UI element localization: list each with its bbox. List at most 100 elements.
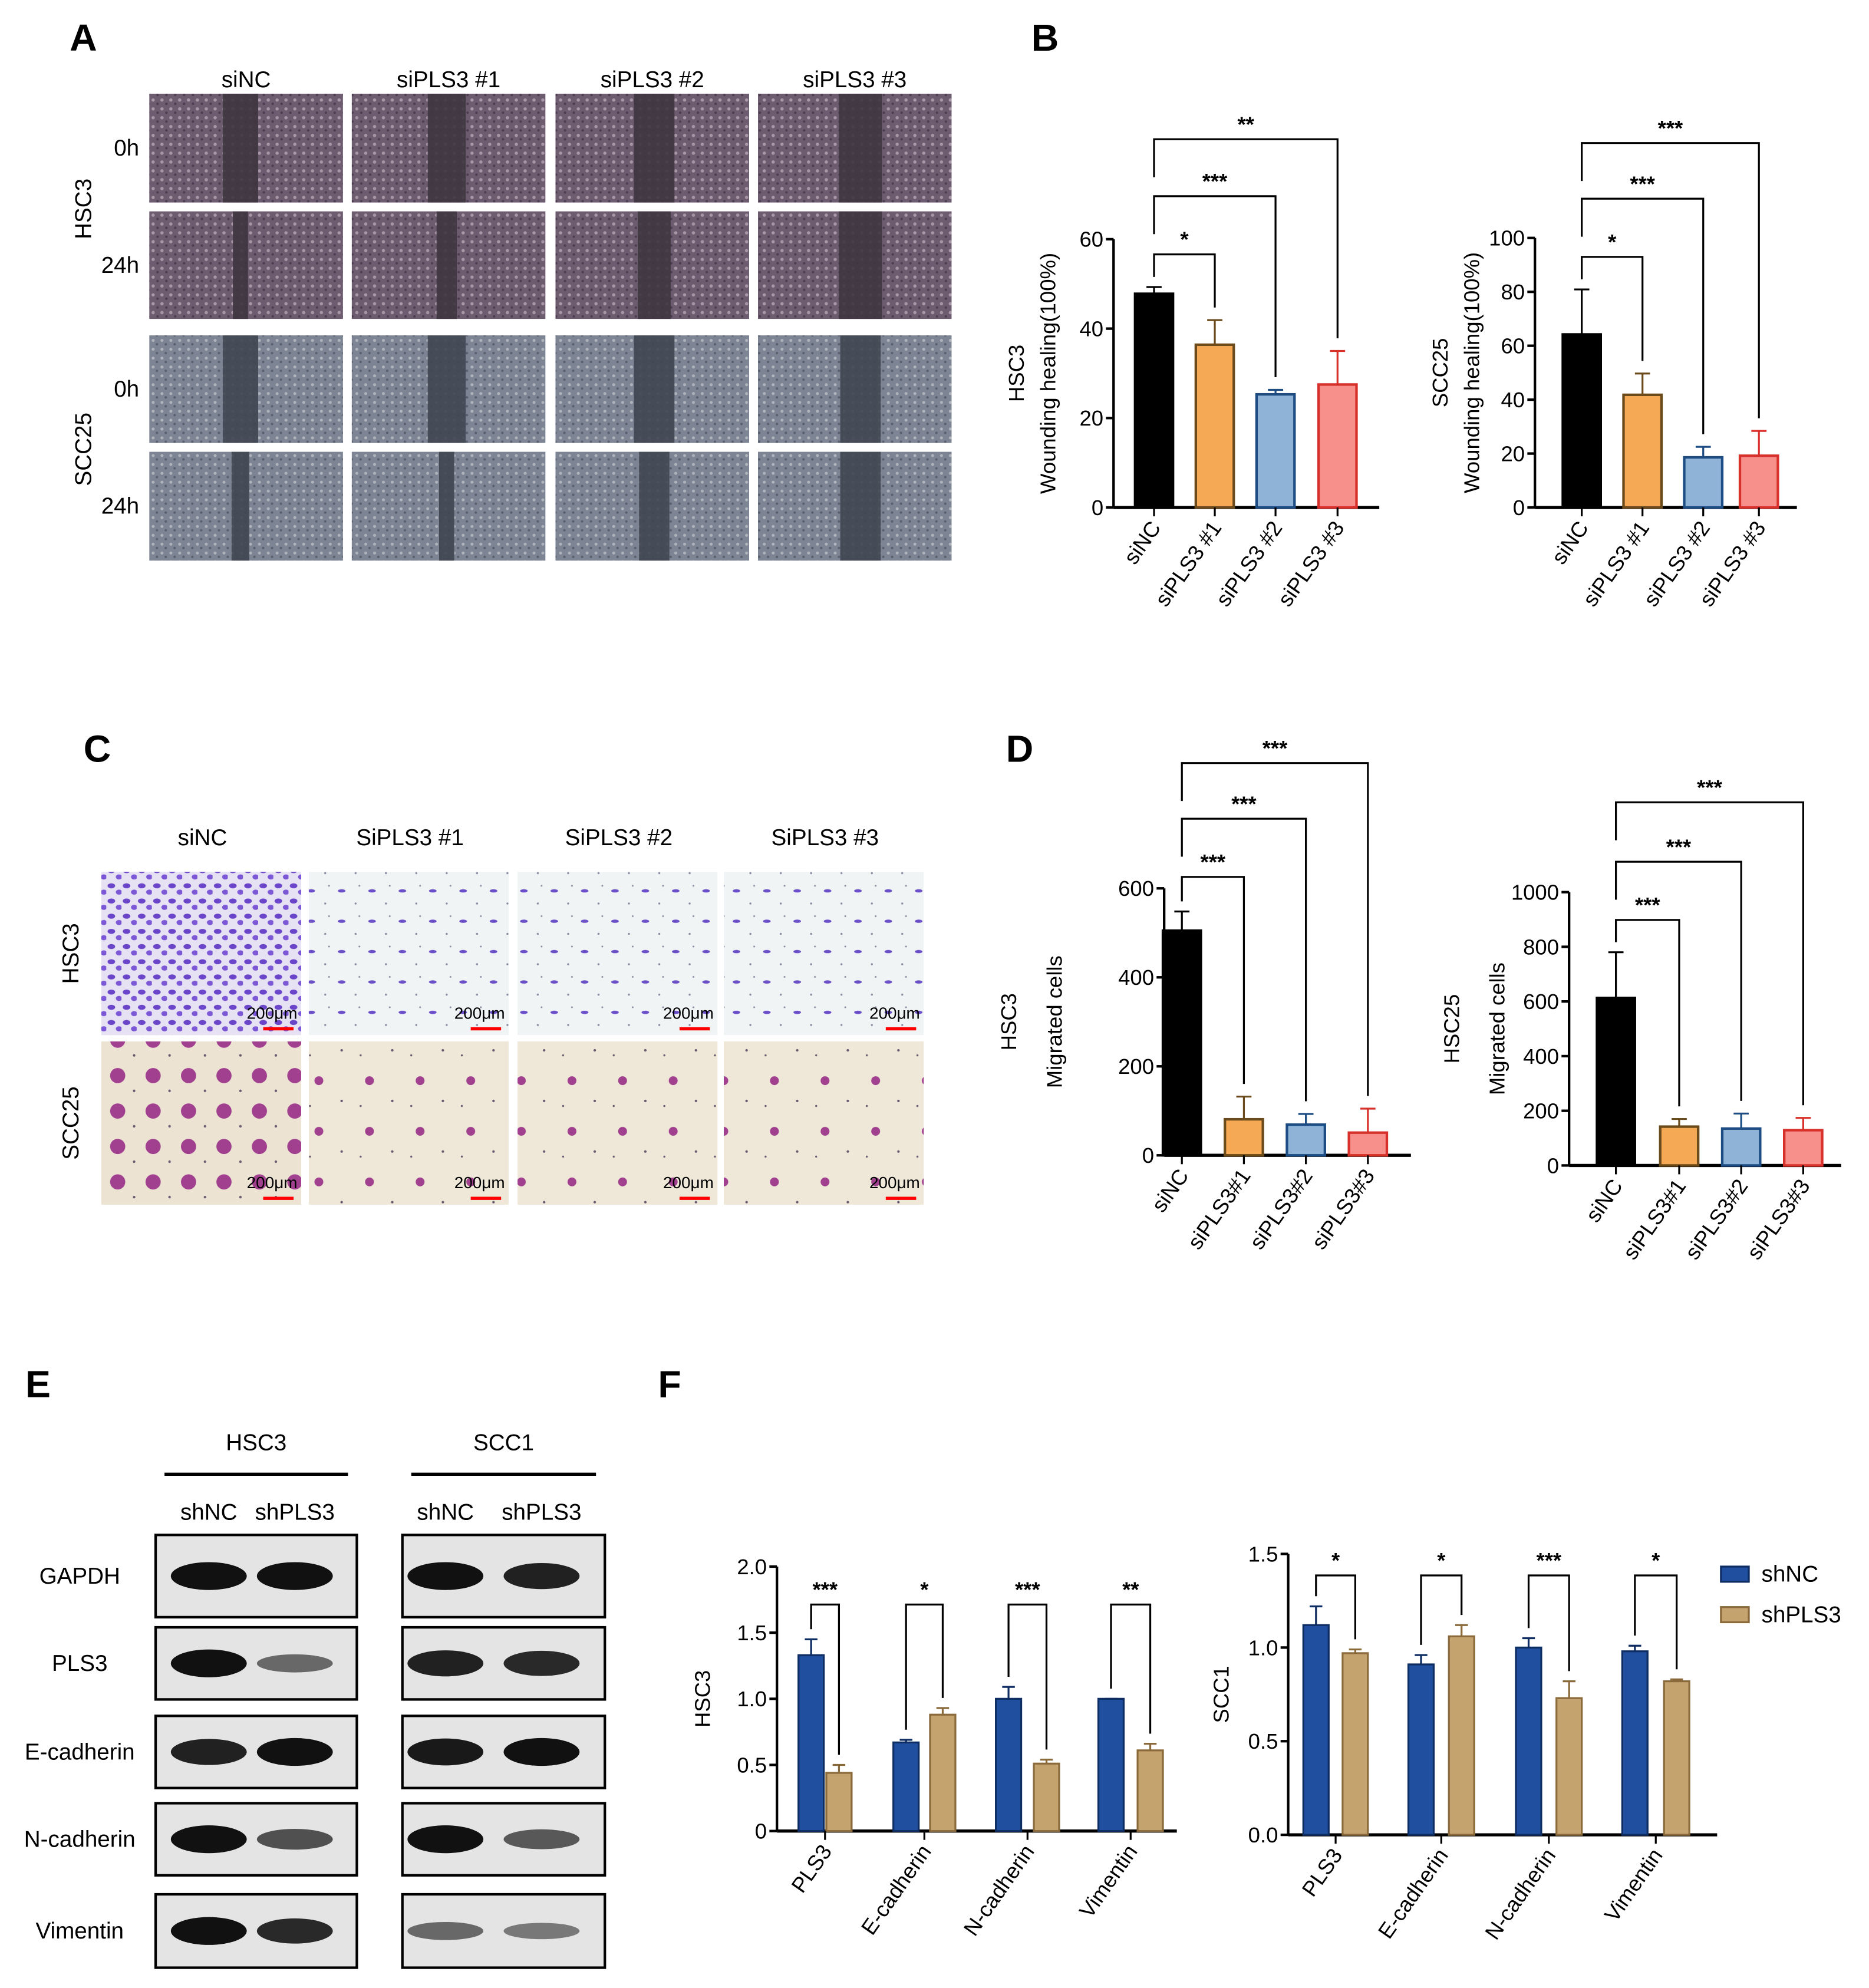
x-tick-label: PLS3 [1297,1844,1347,1901]
bar [1720,1127,1762,1167]
bar [1161,929,1202,1157]
micrograph [724,872,924,1036]
significance-label: *** [1202,169,1228,193]
y-tick-label: 1.5 [1248,1542,1278,1566]
micrograph [517,872,718,1036]
wound-gap [840,451,881,561]
x-tick-label: E-cadherin [1373,1844,1453,1943]
y-tick-label: 40 [1501,388,1525,412]
wound-gap [634,335,675,443]
bar [1683,456,1724,509]
significance-bracket [1153,195,1277,378]
protein-band [503,1738,580,1766]
significance-label: *** [1015,1578,1040,1602]
protein-band [170,1917,247,1945]
significance-label: * [1331,1548,1340,1572]
bar [1659,1125,1700,1167]
bar-shPLS3 [929,1713,957,1832]
y-tick-label: 60 [1080,228,1104,252]
x-tick-label: E-cadherin [856,1840,936,1939]
bar-shNC [1621,1650,1649,1836]
panel-c-transwell-images: siNC SiPLS3 #1 SiPLS3 #2 SiPLS3 #3 200μm 200μ… [58,825,924,1205]
micrograph [101,1041,301,1205]
wound-gap [634,93,675,203]
significance-label: ** [1237,112,1254,136]
significance-label: *** [1537,1548,1562,1572]
panel-e-western-blots: HSC3 shNC shPLS3 SCC1 shNC shPLS3 GAPDH PLS3 E-c… [24,1430,606,1969]
legend-label: shPLS3 [1762,1602,1841,1627]
protein-band [256,1738,333,1766]
y-tick-label: 1.0 [737,1687,767,1711]
y-tick-label: 400 [1118,965,1154,990]
protein-band [503,1923,580,1940]
x-tick-label: PLS3 [786,1840,836,1897]
protein-label: N-cadherin [24,1827,136,1852]
column-header: siPLS3 #1 [397,67,500,93]
y-axis-label: HSC3 [1004,345,1029,402]
timepoint-label: 24h [101,253,139,278]
protein-band [256,1562,333,1590]
bar [1347,1131,1389,1157]
bar [1596,996,1636,1167]
y-tick-label: 1.0 [1248,1636,1278,1660]
scale-bar-label: 200μm [247,1004,298,1022]
timepoint-label: 0h [114,136,139,161]
y-tick-label: 0.5 [737,1753,767,1777]
bar-shPLS3 [825,1772,853,1832]
micrograph [517,1041,718,1205]
x-tick-label: siNC [1547,516,1593,568]
y-tick-label: 2.0 [737,1555,767,1579]
protein-band [407,1650,484,1677]
significance-bracket [810,1603,840,1755]
scale-bar-label: 200μm [454,1004,505,1022]
micrograph [101,872,301,1036]
wound-gap [427,93,466,203]
significance-label: *** [1666,835,1692,859]
wound-gap [436,211,457,319]
protein-band [407,1562,484,1590]
protein-band [407,1738,484,1766]
column-header: siPLS3 #3 [803,67,907,93]
significance-bracket [1007,1603,1048,1750]
y-tick-label: 400 [1523,1044,1559,1069]
y-axis-label: SCC25 [1428,338,1452,408]
wound-gap [839,93,882,203]
protein-band [256,1654,333,1673]
y-tick-label: 0 [1547,1153,1559,1178]
significance-label: *** [812,1578,838,1602]
cell-line-label: HSC3 [71,179,97,239]
bar [1194,343,1235,509]
micrograph [308,872,509,1036]
significance-label: * [1608,230,1617,254]
x-tick-label: Vimentin [1074,1840,1142,1922]
column-header: siPLS3 #2 [601,67,704,93]
y-tick-label: 20 [1501,441,1525,466]
y-tick-label: 20 [1080,406,1104,430]
scale-bar-label: 200μm [454,1173,505,1192]
significance-bracket [1615,919,1680,1107]
protein-band [407,1921,484,1940]
x-tick-label: siPLS3#3 [1742,1175,1815,1264]
significance-bracket [1581,197,1705,434]
bar-shPLS3 [1663,1680,1690,1836]
bar [1255,393,1296,509]
protein-band [503,1562,580,1590]
bar-shNC [1097,1697,1125,1832]
legend: shNC shPLS3 [1720,1562,1841,1627]
x-tick-label: N-cadherin [959,1840,1039,1940]
bar-shNC [995,1697,1023,1832]
bar-shPLS3 [1341,1652,1369,1836]
timepoint-label: 24h [101,494,139,519]
significance-bracket [1181,817,1307,1102]
wound-gap [222,335,258,443]
bar-shPLS3 [1555,1697,1583,1836]
column-header: SiPLS3 #2 [565,825,673,850]
significance-bracket [1181,762,1369,1096]
column-header: siNC [178,825,228,850]
chart-panel-f-4: 0 0.5 1.0 1.5 2.0 HSC3 PLS3 *** E-cadherin * N-cad… [690,1555,1177,1940]
cell-line-label: SCC25 [58,1086,84,1160]
protein-band [170,1562,247,1590]
panel-label-f: F [658,1363,681,1405]
bar-shPLS3 [1448,1635,1475,1836]
lane-label: shNC [180,1500,238,1525]
